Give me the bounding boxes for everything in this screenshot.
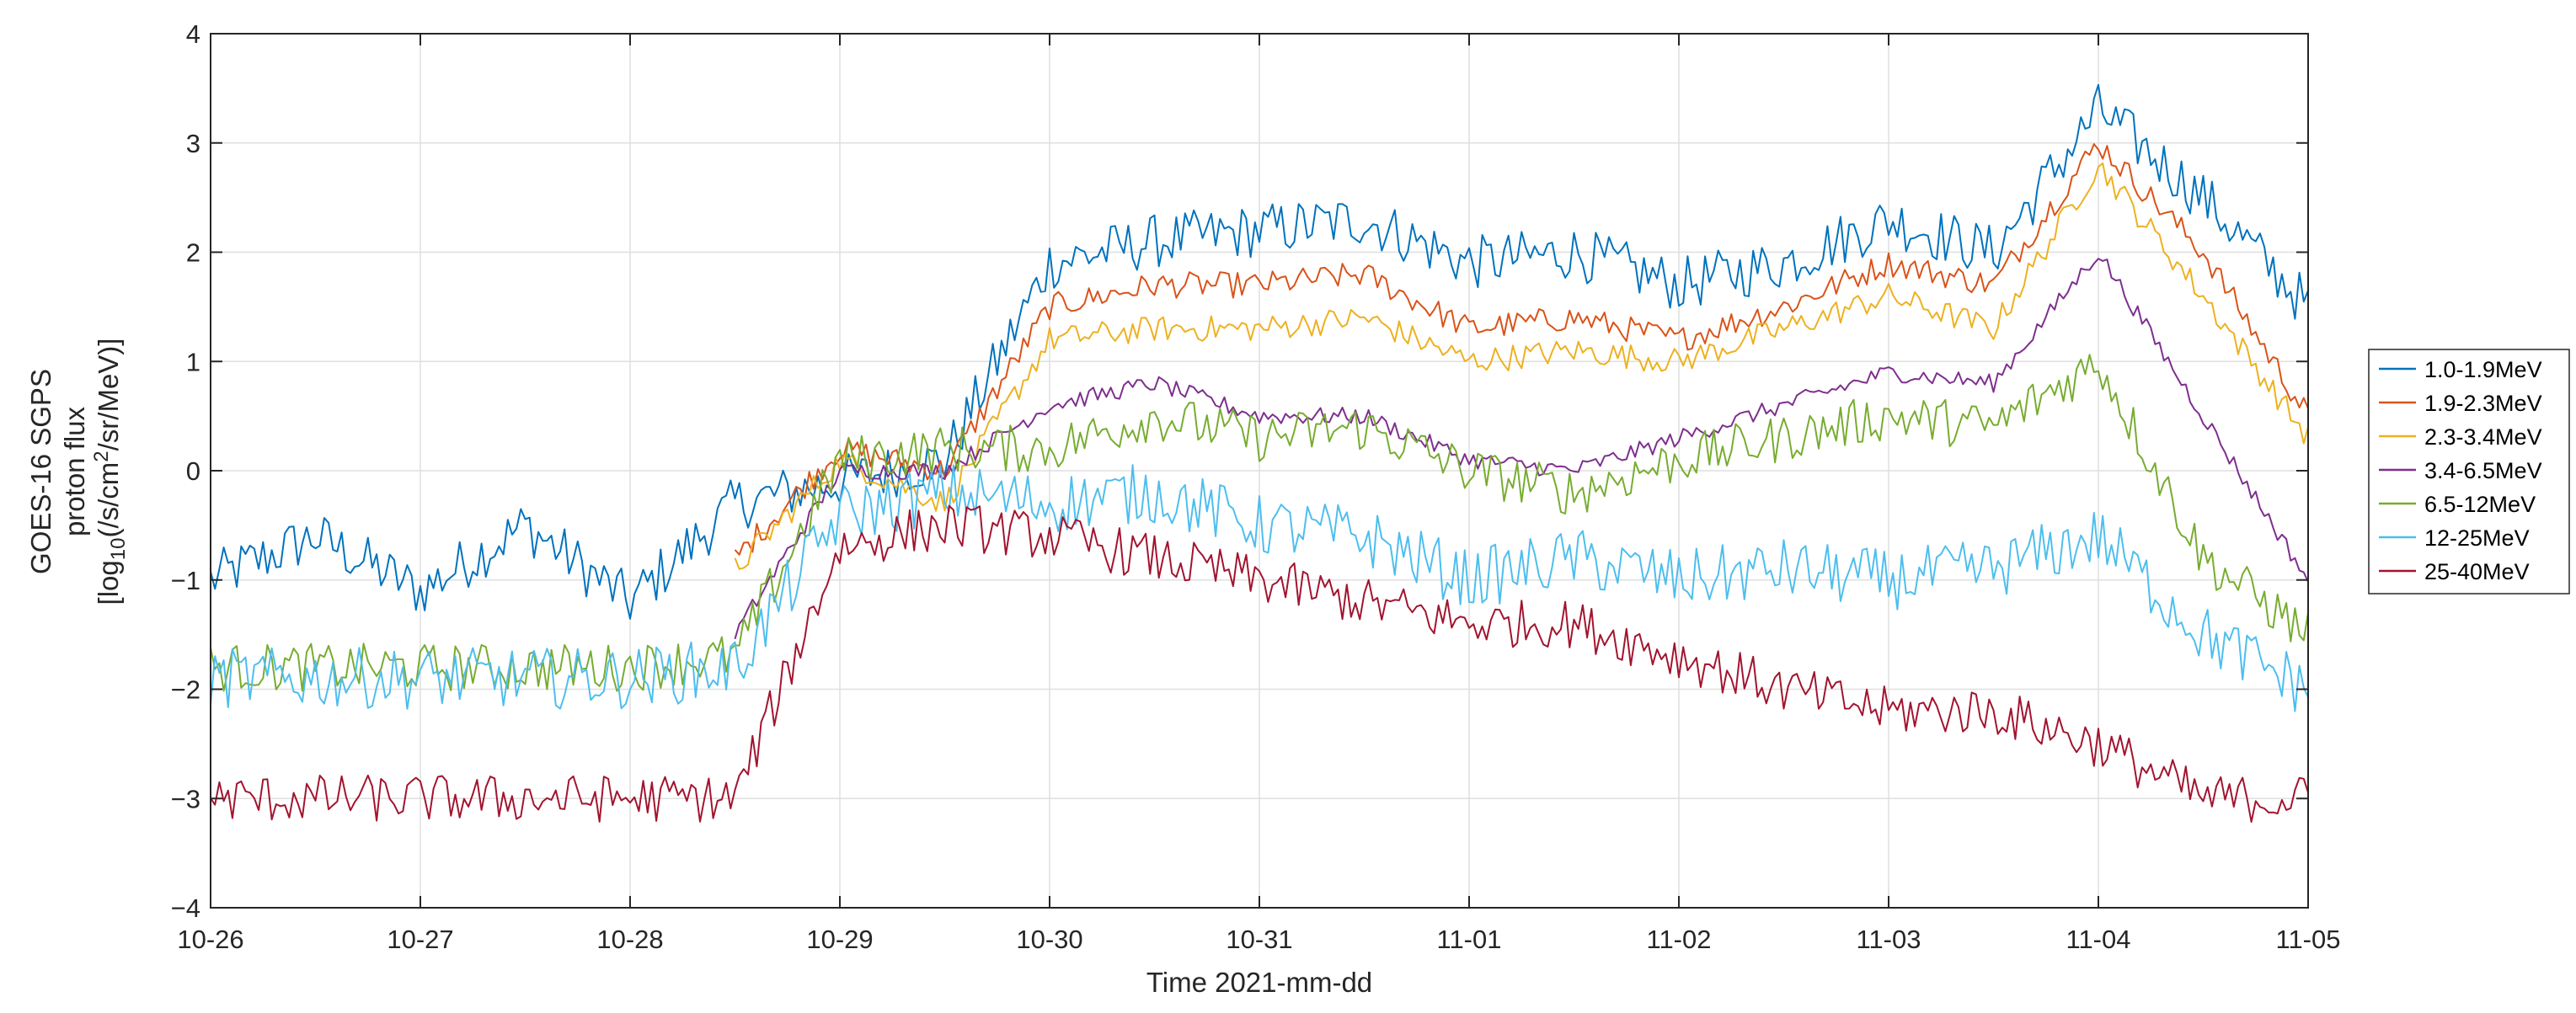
x-tick-label: 10-27	[387, 925, 453, 954]
x-tick-label: 11-02	[1647, 925, 1712, 954]
y-tick-label: 0	[186, 456, 200, 486]
legend-label-3: 3.4-6.5MeV	[2424, 458, 2542, 483]
y-axis-label-line-3: [log10(/s/cm2/sr/MeV)]	[90, 339, 130, 605]
legend: 1.0-1.9MeV 1.9-2.3MeV 2.3-3.4MeV 3.4-6.5MeV…	[2368, 349, 2570, 594]
x-tick-label: 11-03	[1857, 925, 1921, 954]
legend-label-4: 6.5-12MeV	[2424, 492, 2536, 517]
legend-label-0: 1.0-1.9MeV	[2424, 357, 2542, 382]
legend-label-1: 1.9-2.3MeV	[2424, 391, 2542, 416]
y-tick-label: 3	[186, 129, 200, 158]
series-line-2	[734, 162, 2309, 570]
series-line-6	[210, 504, 2309, 823]
legend-box	[2368, 349, 2570, 594]
y-tick-label: −2	[171, 675, 200, 705]
y-tick-label: −3	[171, 784, 200, 813]
series-line-3	[734, 258, 2309, 640]
legend-label-5: 12-25MeV	[2424, 525, 2530, 551]
y-tick-label: 2	[186, 238, 200, 268]
legend-label-2: 2.3-3.4MeV	[2424, 424, 2542, 450]
series-line-5	[210, 464, 2309, 712]
x-tick-label: 11-01	[1437, 925, 1502, 954]
tick-marks	[210, 33, 2309, 909]
y-tick-label: 1	[186, 347, 200, 376]
series-line-4	[210, 354, 2309, 692]
x-tick-label: 11-05	[2276, 925, 2341, 954]
x-tick-label: 10-26	[177, 925, 243, 954]
series-line-1	[734, 143, 2309, 556]
grid-lines	[210, 33, 2309, 909]
y-tick-labels: −4 −3 −2 −1 0 1 2 3 4	[171, 19, 200, 923]
x-tick-label: 11-04	[2066, 925, 2131, 954]
legend-label-6: 25-40MeV	[2424, 559, 2530, 584]
y-axis-label: GOES-16 SGPS proton flux [log10(/s/cm2/s…	[25, 339, 130, 605]
x-tick-label: 10-30	[1016, 925, 1082, 954]
y-tick-label: 4	[186, 19, 200, 49]
x-tick-labels: 10-26 10-27 10-28 10-29 10-30 10-31 11-01 11-02…	[177, 925, 2340, 954]
y-tick-label: −1	[171, 566, 200, 595]
y-axis-label-line-1: GOES-16 SGPS	[25, 369, 56, 574]
y-tick-label: −4	[171, 893, 200, 923]
x-tick-label: 10-31	[1226, 925, 1292, 954]
y-axis-label-line-2: proton flux	[59, 406, 90, 536]
series-layer	[210, 83, 2309, 823]
series-line-0	[210, 83, 2309, 620]
x-tick-label: 10-28	[596, 925, 663, 954]
x-tick-label: 10-29	[806, 925, 873, 954]
x-axis-label: Time 2021-mm-dd	[1146, 967, 1372, 998]
